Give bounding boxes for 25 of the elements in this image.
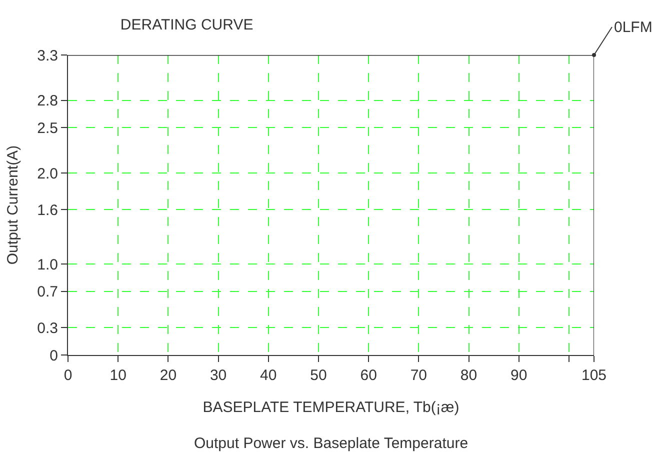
x-tick-label: 20: [160, 367, 177, 384]
x-tick-label: 30: [210, 367, 227, 384]
y-axis-title: Output Current(A): [4, 145, 22, 265]
x-tick-label: 0: [64, 367, 72, 384]
x-axis-title: BASEPLATE TEMPERATURE, Tb(¡æ): [202, 399, 460, 416]
x-tick-label: 90: [510, 367, 528, 384]
y-tick-label: 2.5: [37, 120, 58, 137]
annotation: 0LFM: [614, 19, 652, 36]
y-tick-label: 3.3: [37, 47, 58, 64]
x-tick-label: 105: [581, 367, 607, 384]
y-tick-label: 1.6: [37, 202, 58, 219]
text: Output Power vs. Baseplate Temperature: [194, 435, 468, 452]
y-tick-label: 1.0: [37, 256, 58, 274]
y-tick-label: 0: [50, 347, 58, 364]
y-tick-label: 2.0: [37, 165, 58, 182]
x-tick-label: 10: [110, 367, 126, 384]
x-tick-label: 40: [260, 367, 277, 384]
y-tick-label: 2.8: [37, 92, 58, 110]
x-tick-label: 70: [410, 367, 428, 384]
y-tick-label: 0.3: [37, 320, 58, 337]
x-tick-label: 50: [310, 367, 327, 384]
chart-title: DERATING CURVE: [120, 16, 254, 34]
x-tick-label: 60: [360, 367, 377, 384]
x-tick-label: 80: [460, 367, 478, 384]
y-tick-label: 0.7: [37, 284, 58, 301]
